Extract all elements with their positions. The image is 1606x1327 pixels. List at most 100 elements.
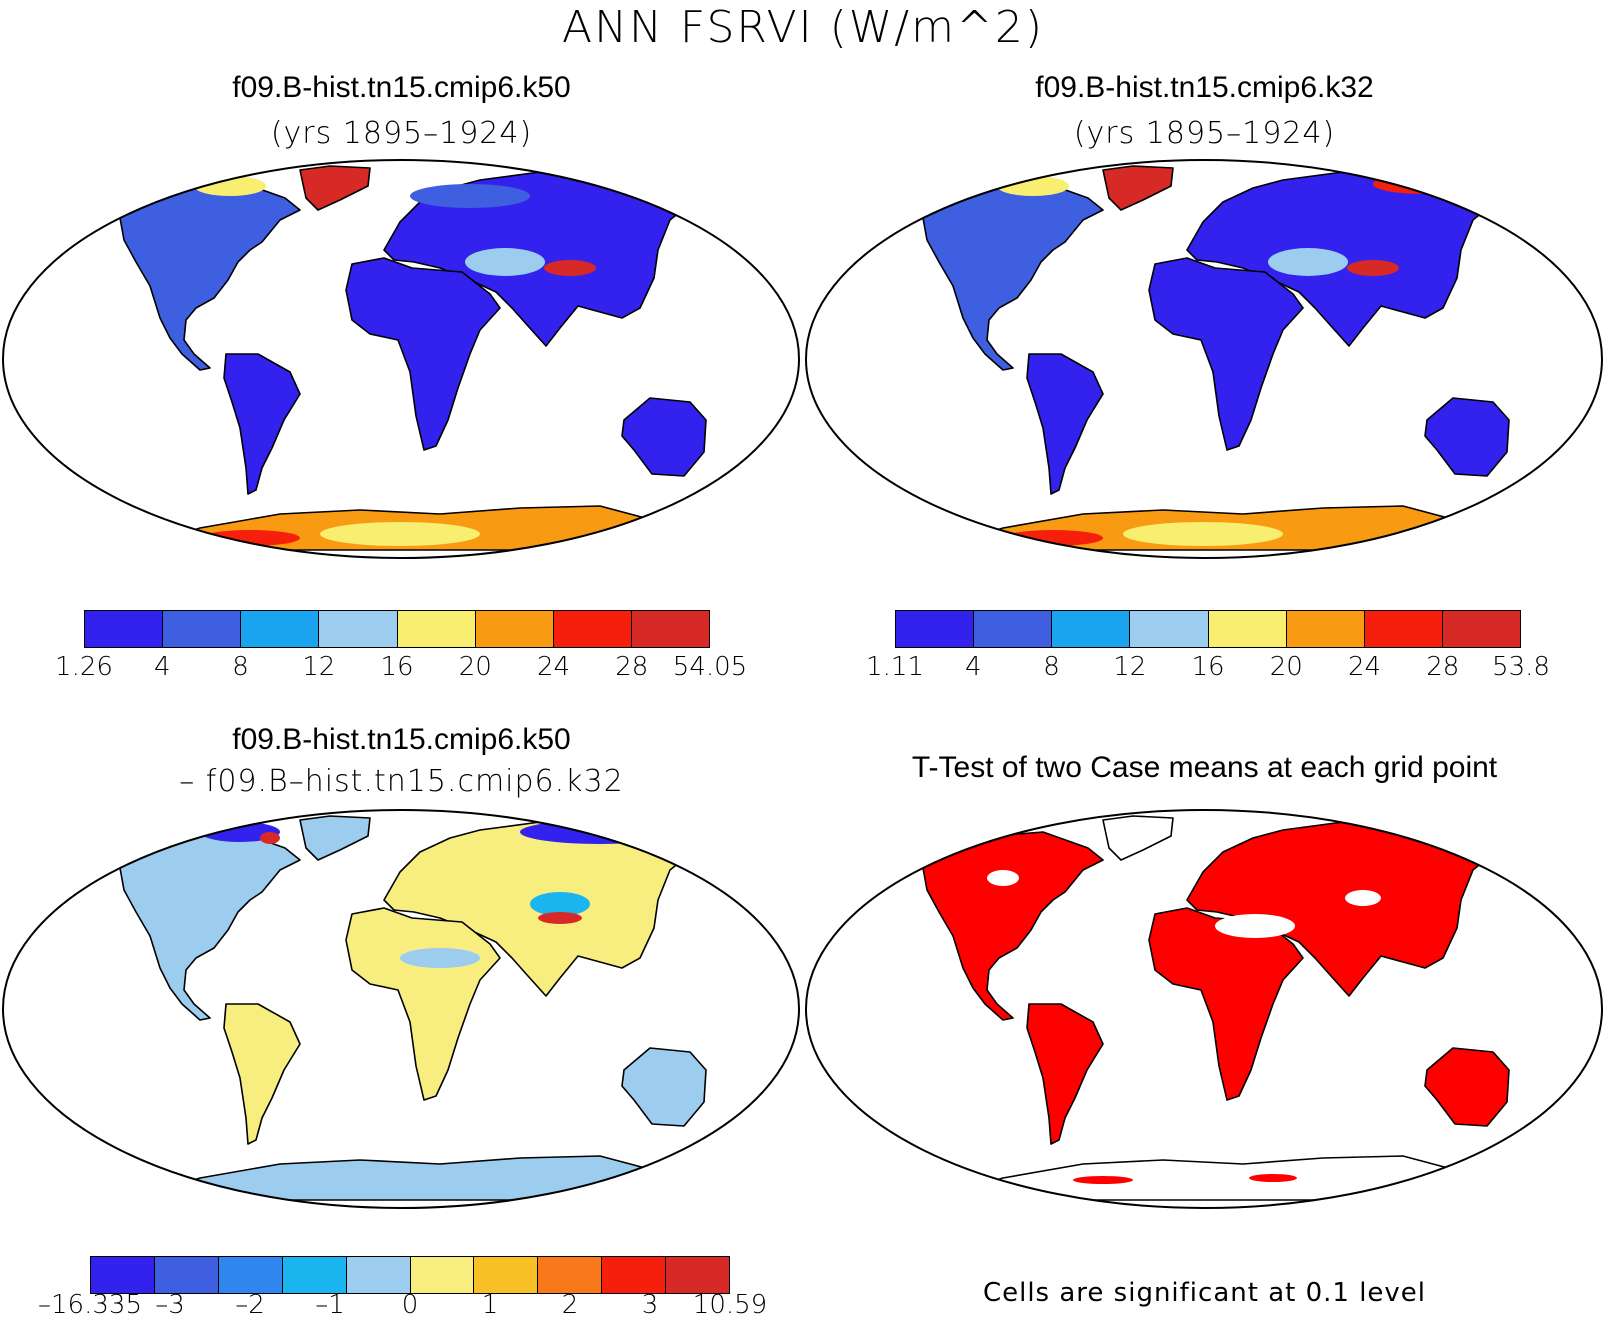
continent-southAmerica — [1026, 353, 1104, 495]
colorbar-swatch — [410, 1257, 475, 1293]
asia-gap — [1345, 890, 1381, 906]
continent-southAmerica — [223, 1003, 301, 1145]
colorbar-tick-label: 3 — [641, 1290, 659, 1320]
colorbar-swatch — [154, 1257, 219, 1293]
tibet-patch — [1347, 260, 1399, 276]
case2-title: f09.B-hist.tn15.cmip6.k32 — [1035, 71, 1374, 104]
ttest-map — [805, 809, 1603, 1209]
continent-greenland — [299, 165, 371, 211]
ttest-title: T-Test of two Case means at each grid po… — [911, 751, 1498, 784]
continent-australia — [621, 1047, 707, 1127]
continent-africa — [1148, 907, 1304, 1101]
continent-northAmerica — [119, 831, 301, 1021]
colorbar-swatch — [1364, 611, 1443, 647]
colorbar-swatch — [896, 611, 975, 647]
africa-patch — [400, 948, 480, 968]
colorbar-tick-label: –1 — [315, 1290, 345, 1320]
colorbar-tick-label: 1.26 — [55, 652, 113, 682]
canada-gap — [987, 870, 1019, 886]
continent-antarctica — [956, 1155, 1480, 1201]
antarctic-speck — [1249, 1174, 1297, 1182]
map-border — [805, 809, 1603, 1209]
continent-africa — [345, 907, 501, 1101]
colorbar-tick-label: 54.05 — [672, 652, 748, 682]
colorbar-tick-label: 8 — [1043, 652, 1060, 682]
tibet-patch — [544, 260, 596, 276]
continent-africa — [1148, 257, 1304, 451]
case2-colorbar-ticks: 1.11 4 8 12 16 20 24 28 53.8 — [866, 652, 1550, 684]
continent-greenland — [1102, 815, 1174, 861]
siberia-patch — [410, 184, 530, 208]
antarctic-interior — [320, 522, 480, 546]
colorbar-swatch — [1286, 611, 1365, 647]
colorbar-tick-label: 4 — [964, 652, 982, 682]
sahara-patch — [1268, 248, 1348, 276]
colorbar-swatch — [319, 611, 398, 647]
colorbar-tick-label: 20 — [458, 652, 492, 682]
colorbar-swatch — [1208, 611, 1287, 647]
colorbar-tick-label: 24 — [1347, 652, 1382, 682]
continent-northAmerica — [922, 831, 1104, 1021]
colorbar-tick-label: 16 — [1191, 652, 1225, 682]
colorbar-swatch — [85, 611, 164, 647]
map-border — [2, 809, 800, 1209]
colorbar-swatch — [474, 1257, 539, 1293]
case1-colorbar-ticks: 1.26 4 8 12 16 20 24 28 54.05 — [55, 652, 747, 684]
diff-colorbar-ticks: –16.335 –3 –2 –1 0 1 2 3 10.59 — [38, 1290, 767, 1322]
continent-australia — [621, 397, 707, 477]
colorbar-tick-label: 53.8 — [1492, 652, 1550, 682]
continent-northAmerica — [922, 181, 1104, 371]
colorbar-swatch — [538, 1257, 603, 1293]
colorbar-swatch — [241, 611, 320, 647]
diff-map — [2, 809, 800, 1209]
colorbar-tick-label: 4 — [153, 652, 171, 682]
colorbar-tick-label: 1 — [481, 1290, 499, 1320]
continent-australia — [1424, 1047, 1510, 1127]
colorbar-swatch — [91, 1257, 155, 1293]
colorbar-swatch — [666, 1257, 730, 1293]
colorbar-tick-label: 12 — [1113, 652, 1147, 682]
continent-australia — [1424, 397, 1510, 477]
case1-title: f09.B-hist.tn15.cmip6.k50 — [232, 71, 571, 104]
colorbar-tick-label: 16 — [380, 652, 414, 682]
tibet-patch — [538, 912, 582, 924]
colorbar-tick-label: 8 — [232, 652, 249, 682]
colorbar-swatch — [163, 611, 242, 647]
continent-africa — [345, 257, 501, 451]
antarctic-speck — [1073, 1176, 1133, 1184]
case2-map — [805, 159, 1603, 559]
colorbar-tick-label: 10.59 — [692, 1290, 768, 1320]
colorbar-swatch — [553, 611, 632, 647]
asia-patch — [530, 892, 590, 916]
colorbar-swatch — [631, 611, 709, 647]
colorbar-swatch — [1052, 611, 1131, 647]
colorbar-swatch — [346, 1257, 411, 1293]
colorbar-swatch — [218, 1257, 283, 1293]
colorbar-swatch — [974, 611, 1053, 647]
colorbar-tick-label: 2 — [561, 1290, 579, 1320]
significance-note: Cells are significant at 0.1 level — [982, 1278, 1427, 1308]
colorbar-swatch — [602, 1257, 667, 1293]
continent-greenland — [1102, 165, 1174, 211]
sahara-patch — [465, 248, 545, 276]
colorbar-tick-label: 0 — [401, 1290, 419, 1320]
colorbar-swatch — [397, 611, 476, 647]
colorbar-swatch — [1442, 611, 1520, 647]
colorbar-swatch — [282, 1257, 347, 1293]
colorbar-tick-label: 28 — [1426, 652, 1460, 682]
colorbar-tick-label: –3 — [155, 1290, 185, 1320]
continent-greenland — [299, 815, 371, 861]
colorbar-tick-label: 28 — [615, 652, 649, 682]
diff-colorbar — [90, 1256, 730, 1294]
colorbar-tick-label: 1.11 — [866, 652, 924, 682]
map-border — [805, 159, 1603, 559]
continent-southAmerica — [223, 353, 301, 495]
diff-subtitle: – f09.B–hist.tn15.cmip6.k32 — [179, 764, 624, 799]
case2-colorbar — [895, 610, 1521, 648]
colorbar-swatch — [475, 611, 554, 647]
diff-title: f09.B-hist.tn15.cmip6.k50 — [232, 723, 571, 756]
main-title: ANN FSRVI (W/m^2) — [562, 2, 1044, 53]
case1-map — [2, 159, 800, 559]
case1-subtitle: (yrs 1895–1924) — [270, 116, 533, 151]
continent-antarctica — [153, 1155, 677, 1201]
